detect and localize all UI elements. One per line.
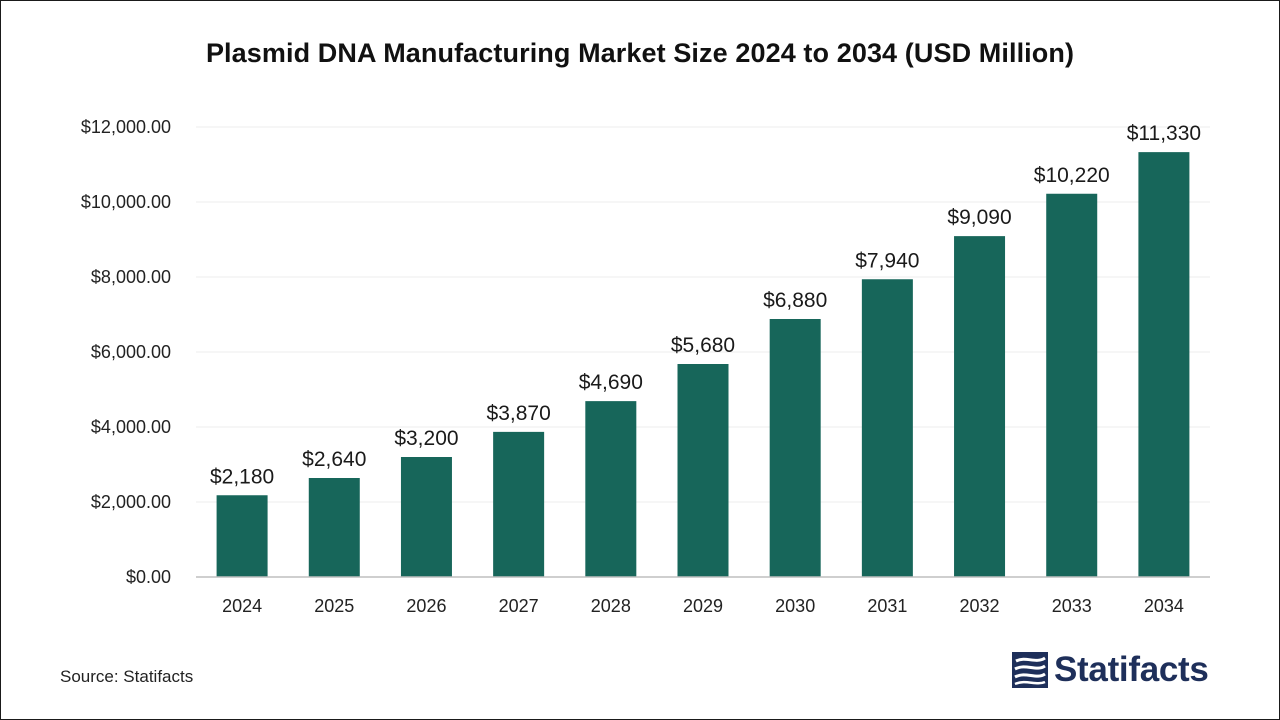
y-tick-label: $2,000.00 (91, 492, 171, 512)
bar-data-labels: $2,180 $2,640 $3,200 $3,870 $4,690 $5,680 $6,8… (210, 122, 1201, 488)
bar-2033 (1046, 193, 1098, 577)
x-axis-tick-labels: 2024 2025 2026 2027 2028 2029 2030 2031 2032 2033… (222, 596, 1184, 616)
statifacts-logo: Statifacts (1012, 650, 1209, 690)
x-tick-label-2027: 2027 (499, 596, 539, 616)
statifacts-logo-icon (1012, 652, 1048, 688)
data-label-2031: $7,940 (855, 249, 919, 272)
x-tick-label-2033: 2033 (1052, 596, 1092, 616)
data-label-2033: $10,220 (1034, 164, 1110, 187)
data-label-2026: $3,200 (394, 427, 458, 450)
logo-text: Statifacts (1054, 650, 1209, 689)
bar-2030 (769, 319, 821, 577)
bar-2034 (1138, 152, 1190, 577)
x-tick-label-2029: 2029 (683, 596, 723, 616)
x-tick-label-2032: 2032 (960, 596, 1000, 616)
bar-2031 (861, 279, 913, 577)
x-tick-label-2025: 2025 (314, 596, 354, 616)
x-tick-label-2031: 2031 (867, 596, 907, 616)
bar-2029 (677, 364, 729, 577)
source-note: Source: Statifacts (60, 667, 194, 686)
x-tick-label-2024: 2024 (222, 596, 262, 616)
y-tick-label: $12,000.00 (81, 117, 171, 137)
bar-2024 (216, 495, 268, 577)
x-tick-label-2030: 2030 (775, 596, 815, 616)
data-label-2024: $2,180 (210, 465, 274, 488)
data-label-2029: $5,680 (671, 334, 735, 357)
bar-2027 (493, 431, 545, 577)
bar-2025 (308, 478, 360, 577)
y-tick-label: $10,000.00 (81, 192, 171, 212)
y-axis-tick-labels: $0.00 $2,000.00 $4,000.00 $6,000.00 $8,000.0… (81, 117, 171, 587)
y-tick-label: $8,000.00 (91, 267, 171, 287)
y-tick-label: $6,000.00 (91, 342, 171, 362)
data-label-2034: $11,330 (1127, 122, 1201, 145)
bar-2032 (954, 236, 1006, 577)
bar-2026 (400, 457, 452, 577)
x-tick-label-2026: 2026 (406, 596, 446, 616)
data-label-2030: $6,880 (763, 289, 827, 312)
data-label-2028: $4,690 (579, 371, 643, 394)
chart-title: Plasmid DNA Manufacturing Market Size 20… (205, 38, 1075, 68)
data-label-2032: $9,090 (947, 206, 1011, 229)
bar-2028 (585, 401, 637, 577)
x-tick-label-2034: 2034 (1144, 596, 1184, 616)
bars (216, 152, 1190, 577)
x-tick-label-2028: 2028 (591, 596, 631, 616)
y-tick-label: $4,000.00 (91, 417, 171, 437)
y-tick-label: $0.00 (126, 567, 171, 587)
data-label-2025: $2,640 (302, 448, 366, 471)
data-label-2027: $3,870 (487, 402, 551, 425)
